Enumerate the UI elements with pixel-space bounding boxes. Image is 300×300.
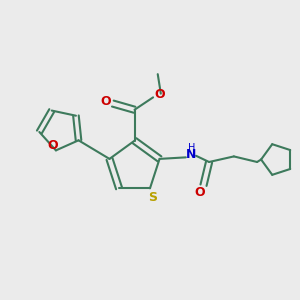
Text: N: N [186, 148, 197, 161]
Text: O: O [47, 139, 58, 152]
Text: S: S [148, 191, 158, 204]
Text: H: H [188, 143, 195, 153]
Text: O: O [194, 185, 205, 199]
Text: O: O [101, 94, 111, 108]
Text: O: O [154, 88, 165, 101]
